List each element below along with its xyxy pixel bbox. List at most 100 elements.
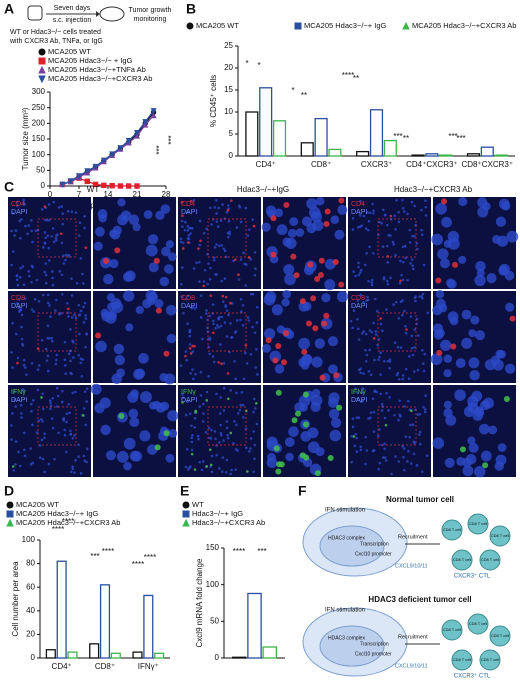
nucleus [233,359,236,363]
nucleus [215,220,219,223]
nucleus [222,439,225,442]
nucleus [247,319,251,322]
nucleus [223,277,227,280]
nucleus [401,299,404,302]
nucleus [77,455,80,458]
nucleus [239,220,243,224]
schematic-text: Seven days [54,5,91,12]
nucleus [95,340,107,353]
nucleus [274,208,284,218]
nucleus [46,354,50,358]
nucleus [443,239,452,248]
nucleus [30,219,33,222]
nucleus [248,228,251,231]
nucleus [245,263,248,266]
nucleus [210,428,213,432]
nucleus [354,387,357,391]
nucleus [202,231,206,235]
nucleus [17,298,21,301]
nucleus [356,391,360,395]
nucleus [467,436,476,445]
nucleus [185,358,189,362]
nucleus [319,525,385,567]
nucleus [51,227,55,230]
nucleus [29,447,32,450]
nucleus [360,400,363,404]
nucleus [223,217,227,220]
series-line [62,115,155,186]
signal [336,404,343,411]
nucleus [147,234,159,245]
nucleus [43,270,47,274]
signal [314,470,321,477]
nucleus [82,282,85,285]
bar [143,594,154,659]
nucleus [306,198,318,210]
nucleus [188,412,192,416]
nucleus [208,206,212,210]
schematic-text: monitoring [134,16,167,23]
nucleus [413,235,416,238]
nucleus [337,204,348,215]
bar [314,117,328,157]
nucleus [367,370,371,373]
nucleus [255,305,259,309]
nucleus [410,462,413,465]
nucleus [221,456,225,459]
nucleus [64,253,68,257]
nucleus [199,370,203,374]
nucleus [82,321,86,324]
nucleus [210,223,213,226]
nucleus [422,405,425,409]
nucleus [413,204,416,208]
nucleus [423,352,427,356]
nucleus [369,373,373,377]
column-header: Hdac3−/−+IgG [237,185,289,194]
nucleus [360,224,364,227]
signal [270,215,277,222]
arrowhead [96,11,100,17]
signal [181,401,184,404]
signal [234,258,237,261]
nucleus [16,356,20,360]
nucleus [401,198,404,202]
nucleus [186,400,190,403]
diagram-text: CD8 T cell [443,527,462,532]
signal [405,328,408,331]
nucleus [182,396,185,400]
nucleus [401,374,405,377]
point [150,108,157,115]
nucleus [408,228,412,232]
signal [459,446,466,453]
nucleus [410,258,414,261]
nucleus [418,430,422,434]
nucleus [249,447,252,450]
point [133,130,141,137]
nucleus [69,359,72,363]
signal [155,307,162,314]
nucleus [234,330,238,333]
nucleus [496,235,509,247]
nucleus [57,206,61,209]
legend-marker [38,57,46,65]
nucleus [379,392,383,396]
nucleus [31,240,34,244]
significance: *** [167,135,176,144]
nucleus [230,335,234,339]
nucleus [393,341,397,345]
stain-label: CD4 [181,201,195,208]
nucleus [411,267,415,271]
nucleus [46,336,49,340]
signal [11,465,15,468]
nucleus [372,251,375,255]
nucleus [424,205,428,209]
bar [231,656,247,659]
nucleus [378,428,381,431]
nucleus [168,429,178,438]
nucleus [179,240,183,244]
nucleus [47,246,51,250]
nucleus [232,259,235,263]
nucleus [212,258,216,262]
diagram-text: Cxcl10 promoter [355,551,392,557]
nucleus [85,400,89,403]
